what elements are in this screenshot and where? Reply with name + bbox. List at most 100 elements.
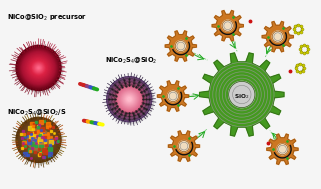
Circle shape [30, 131, 48, 149]
Circle shape [21, 123, 56, 157]
Text: NiCo$_2$S$_4$@SiO$_2$/S: NiCo$_2$S$_4$@SiO$_2$/S [7, 108, 66, 118]
Polygon shape [262, 22, 293, 52]
Circle shape [23, 124, 54, 156]
Circle shape [16, 117, 61, 162]
Circle shape [35, 64, 42, 72]
Circle shape [112, 82, 146, 116]
Circle shape [33, 134, 45, 146]
Circle shape [121, 91, 137, 107]
Circle shape [109, 79, 149, 119]
Circle shape [36, 65, 41, 71]
Circle shape [27, 128, 50, 152]
Circle shape [114, 84, 145, 115]
Circle shape [117, 88, 141, 111]
Text: SiO$_2$: SiO$_2$ [234, 93, 249, 101]
Circle shape [17, 46, 63, 92]
Circle shape [36, 138, 41, 142]
Circle shape [19, 120, 58, 159]
Circle shape [32, 133, 45, 146]
Circle shape [125, 94, 134, 104]
Circle shape [29, 58, 48, 78]
Circle shape [38, 67, 39, 69]
Circle shape [29, 130, 48, 149]
Circle shape [113, 83, 145, 115]
Circle shape [18, 47, 60, 89]
Circle shape [126, 96, 132, 102]
Circle shape [34, 136, 43, 144]
Circle shape [33, 135, 44, 145]
Circle shape [16, 45, 61, 90]
Circle shape [178, 141, 189, 152]
Circle shape [34, 64, 43, 72]
Circle shape [19, 48, 58, 88]
Circle shape [20, 121, 57, 159]
Circle shape [111, 81, 147, 117]
Circle shape [33, 62, 45, 74]
Circle shape [111, 81, 147, 117]
Circle shape [27, 56, 50, 80]
Circle shape [33, 63, 44, 73]
Text: NiCo$_2$S$_4$@SiO$_2$: NiCo$_2$S$_4$@SiO$_2$ [105, 55, 157, 66]
Circle shape [17, 46, 60, 90]
Circle shape [28, 129, 49, 150]
Circle shape [114, 84, 144, 114]
Circle shape [36, 137, 41, 143]
Circle shape [122, 92, 136, 106]
Circle shape [175, 40, 187, 52]
Circle shape [108, 78, 151, 121]
Circle shape [17, 118, 63, 164]
Circle shape [25, 54, 52, 81]
Circle shape [120, 90, 139, 108]
Circle shape [28, 57, 49, 78]
Circle shape [117, 87, 142, 112]
Polygon shape [200, 53, 284, 136]
Circle shape [18, 120, 59, 160]
Circle shape [127, 97, 132, 101]
Polygon shape [168, 131, 200, 161]
Circle shape [23, 125, 54, 155]
Circle shape [18, 48, 59, 88]
Polygon shape [212, 11, 243, 41]
Circle shape [37, 67, 40, 69]
Circle shape [107, 77, 154, 124]
Circle shape [125, 95, 133, 103]
Circle shape [18, 119, 60, 161]
Circle shape [26, 127, 51, 153]
Circle shape [24, 126, 53, 154]
Circle shape [115, 85, 143, 113]
Circle shape [121, 91, 138, 108]
Circle shape [124, 94, 134, 105]
Circle shape [118, 88, 140, 110]
Circle shape [30, 60, 47, 76]
Circle shape [115, 85, 144, 114]
Circle shape [32, 61, 45, 75]
Circle shape [107, 77, 152, 122]
Circle shape [24, 54, 53, 82]
Text: NiCo@SiO$_2$ precursor: NiCo@SiO$_2$ precursor [7, 13, 87, 23]
Circle shape [23, 53, 54, 83]
Circle shape [22, 123, 55, 156]
Circle shape [37, 139, 40, 141]
Circle shape [168, 91, 178, 102]
Polygon shape [165, 31, 196, 61]
Circle shape [25, 126, 52, 153]
Circle shape [119, 89, 139, 109]
Circle shape [30, 59, 48, 77]
Circle shape [26, 55, 51, 81]
Circle shape [110, 80, 148, 118]
Circle shape [116, 86, 142, 112]
Circle shape [38, 139, 39, 140]
Circle shape [123, 93, 135, 105]
Circle shape [31, 132, 46, 147]
Circle shape [21, 122, 56, 158]
Circle shape [22, 51, 55, 84]
Circle shape [110, 80, 149, 119]
Circle shape [23, 52, 54, 84]
Circle shape [229, 81, 255, 108]
Circle shape [272, 31, 283, 42]
Circle shape [35, 136, 42, 143]
Circle shape [36, 66, 41, 70]
Circle shape [21, 51, 56, 85]
Circle shape [21, 50, 56, 86]
Circle shape [17, 118, 60, 162]
